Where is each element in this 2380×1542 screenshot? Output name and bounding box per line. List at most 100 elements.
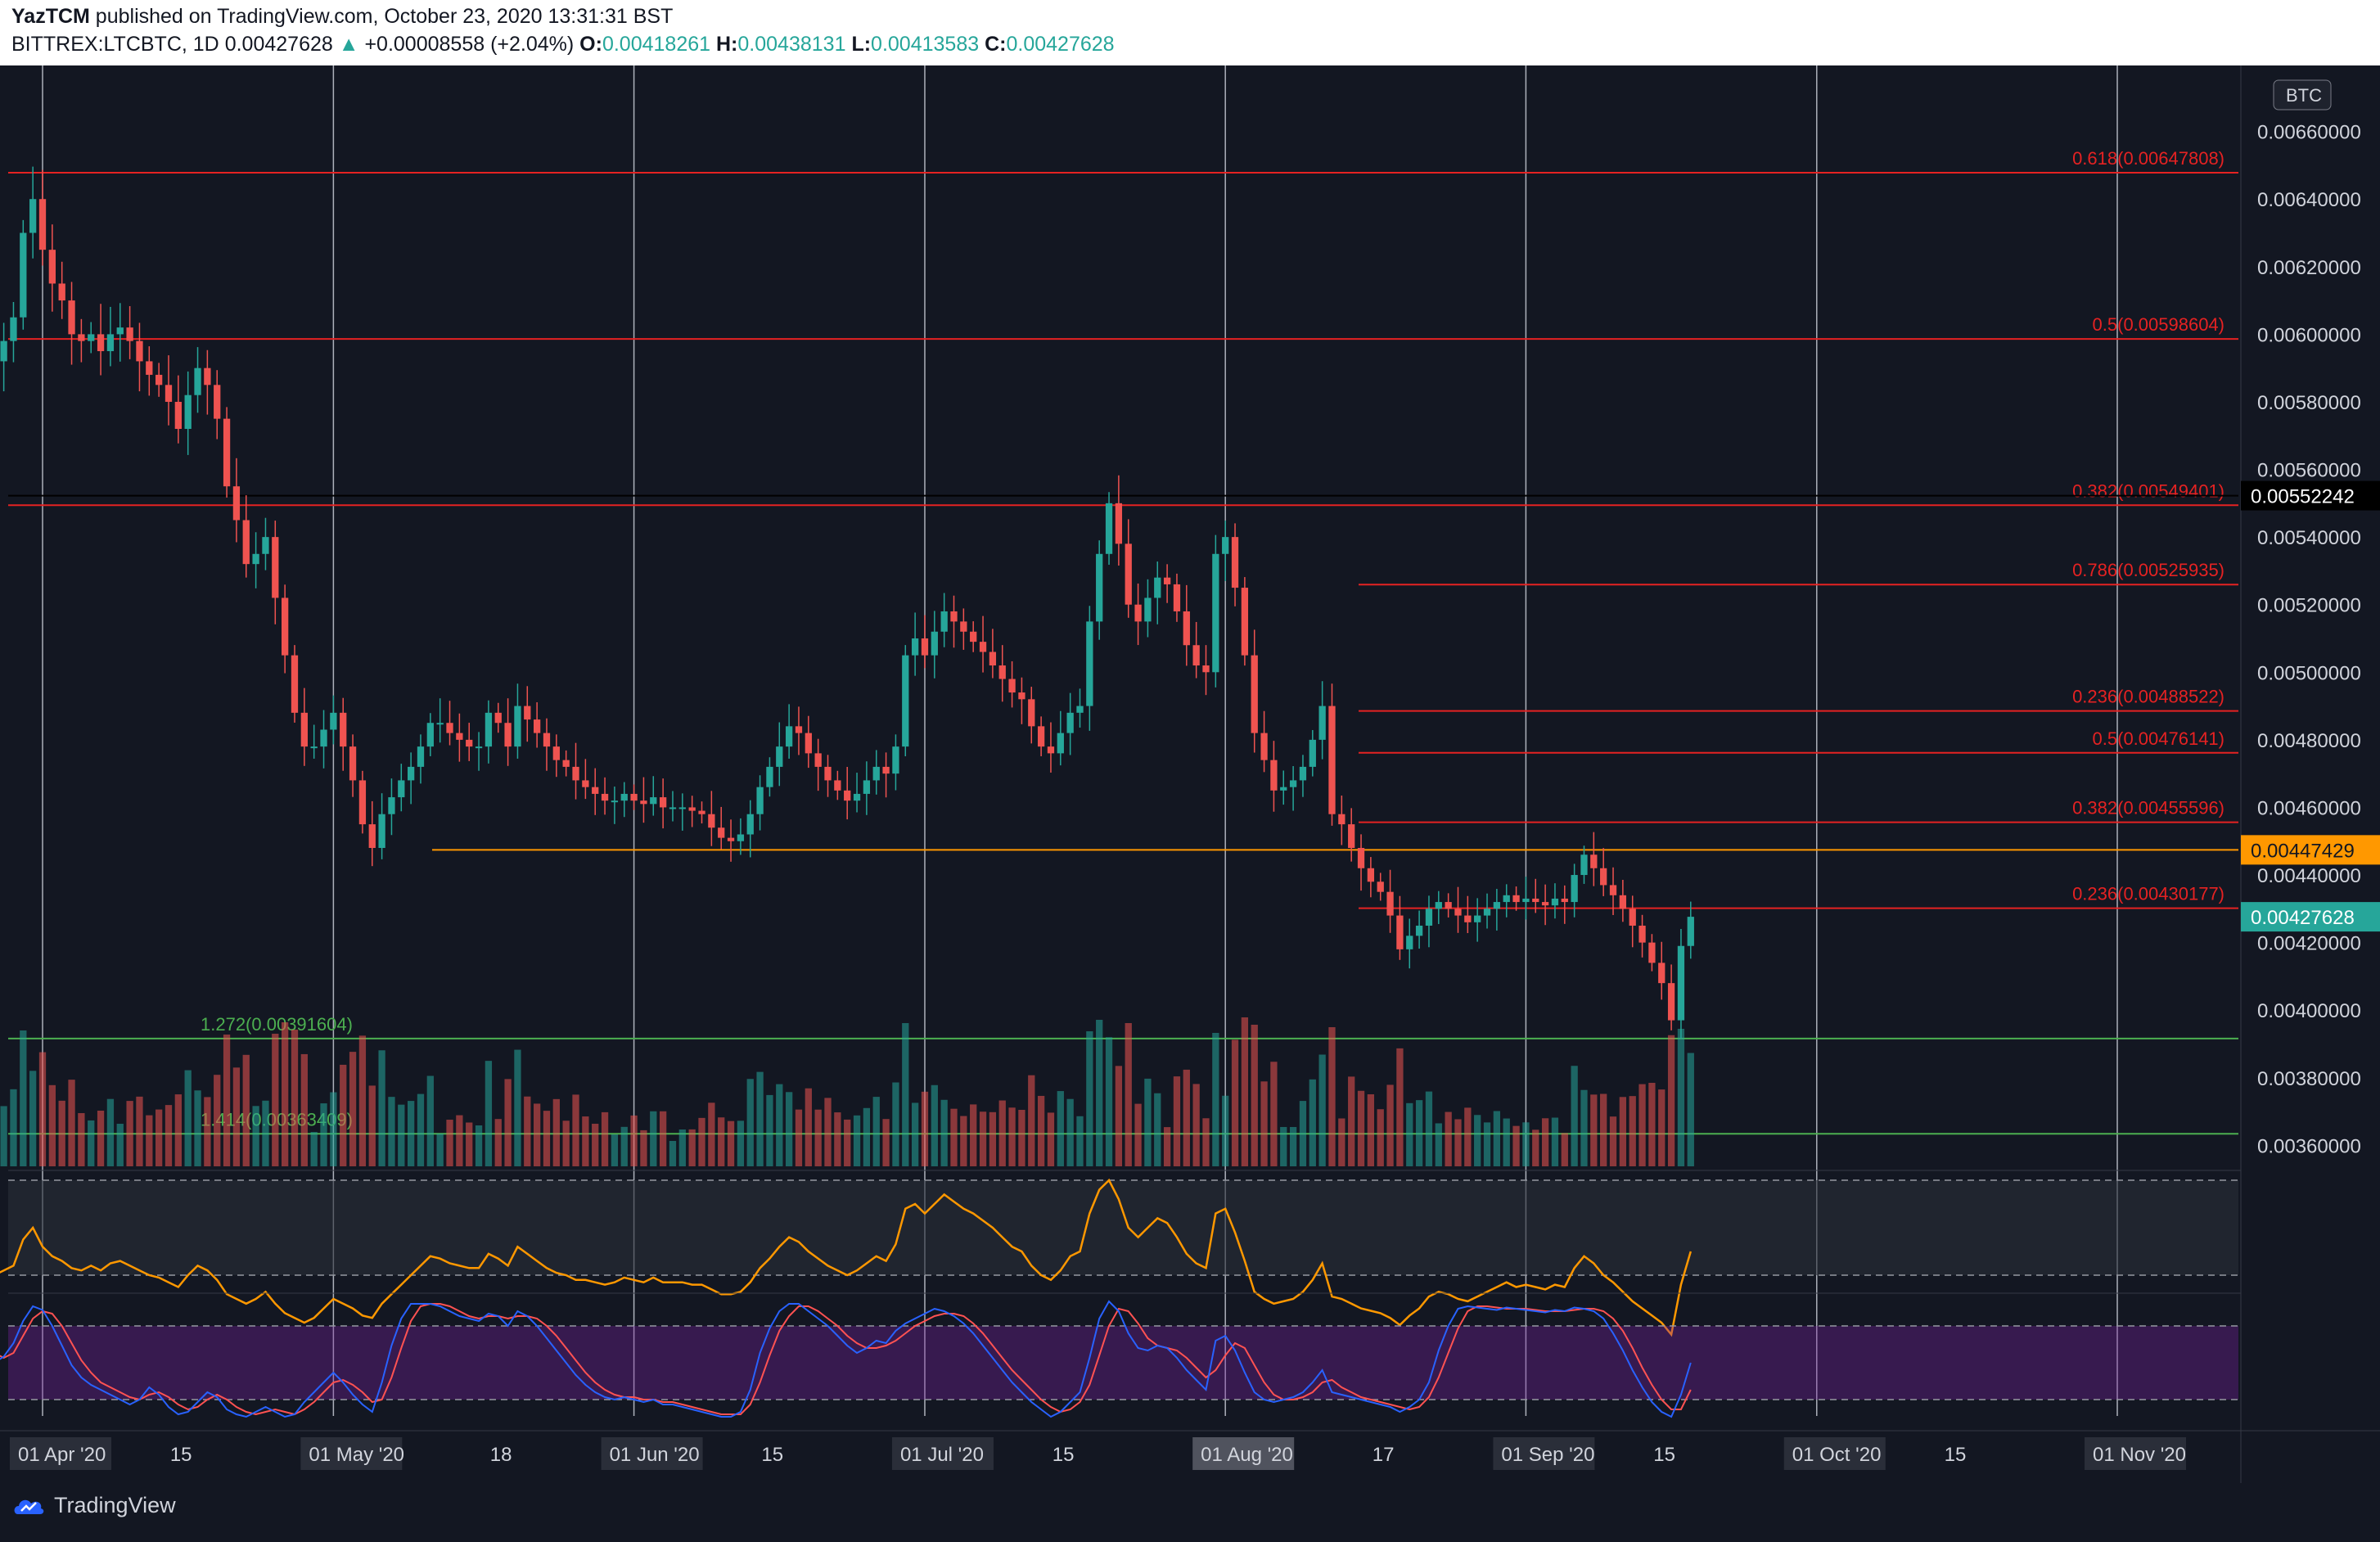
volume-bar xyxy=(310,1132,318,1166)
volume-bar xyxy=(1231,1039,1239,1166)
price-tag-label: 0.00552242 xyxy=(2251,486,2355,508)
price-chart[interactable]: 0.618(0.00647808) 0.5(0.00598604) 0.382(0.… xyxy=(0,65,2380,1483)
publish-info: YazTCM published on TradingView.com, Oct… xyxy=(11,5,673,29)
volume-bar xyxy=(1658,1089,1666,1166)
candle-body xyxy=(814,753,822,767)
volume-bar xyxy=(136,1096,143,1166)
y-tick-label: 0.00580000 xyxy=(2257,392,2361,414)
time-tick-label: 01 Jun '20 xyxy=(610,1444,700,1466)
candle-body xyxy=(1629,909,1636,926)
candle-body xyxy=(320,729,327,747)
candle-body xyxy=(1386,891,1394,916)
volume-bar xyxy=(174,1094,182,1166)
candle-body xyxy=(776,746,783,767)
candle-body xyxy=(1251,655,1258,733)
candle-body xyxy=(1144,597,1152,622)
volume-bar xyxy=(378,1050,385,1166)
currency-badge xyxy=(2273,79,2332,110)
candle-body xyxy=(475,746,483,749)
candle-body xyxy=(524,706,531,720)
candle-body xyxy=(514,706,521,747)
volume-bar xyxy=(1289,1126,1297,1166)
candle-body xyxy=(533,719,541,733)
volume-bar xyxy=(1212,1033,1219,1166)
price-axis[interactable]: 0.00660000 0.00640000 0.00620000 0.00600000… xyxy=(2240,65,2380,1483)
volume-bar xyxy=(844,1119,851,1166)
volume-bar xyxy=(58,1100,65,1166)
volume-bar xyxy=(20,1030,27,1166)
time-tick-label: 15 xyxy=(170,1444,192,1466)
candle-body xyxy=(349,746,357,781)
volume-bar xyxy=(1028,1075,1035,1166)
volume-bar xyxy=(300,1053,308,1166)
candle-body xyxy=(378,814,385,848)
candle-body xyxy=(58,283,65,301)
candle-body xyxy=(950,611,958,622)
volume-bar xyxy=(1619,1097,1627,1166)
candle-body xyxy=(116,327,124,335)
volume-bar xyxy=(756,1071,764,1166)
low-label: L: xyxy=(851,33,872,56)
stoch-d-line xyxy=(0,1303,1692,1416)
rsi-pane[interactable]: 80.0040.0050.00 xyxy=(0,1170,2331,1337)
symbol-label[interactable]: BITTREX:LTCBTC, 1D xyxy=(11,33,219,56)
volume-bar xyxy=(1493,1111,1501,1166)
time-label-bg xyxy=(2085,1437,2186,1470)
publisher-name[interactable]: YazTCM xyxy=(11,5,90,28)
volume-bar xyxy=(1454,1119,1462,1166)
volume-bar xyxy=(970,1104,977,1166)
candle-body xyxy=(970,631,977,642)
candle-body xyxy=(727,837,735,841)
volume-bar xyxy=(320,1103,327,1166)
volume-bar xyxy=(494,1119,502,1166)
candle-body xyxy=(562,760,570,767)
candle-body xyxy=(1406,936,1413,949)
candlesticks[interactable] xyxy=(0,166,1694,1039)
candle-body xyxy=(746,814,754,835)
volume-bar xyxy=(1202,1118,1210,1166)
candle-body xyxy=(388,797,395,814)
stoch-band xyxy=(8,1326,2238,1400)
volume-bar xyxy=(417,1093,425,1166)
volume-bar xyxy=(795,1109,803,1166)
volume-bar xyxy=(1348,1076,1355,1166)
candle-body xyxy=(174,401,182,429)
volume-bar xyxy=(1474,1115,1481,1166)
y-tick-label: 0.00480000 xyxy=(2257,730,2361,752)
volume-bar xyxy=(281,1022,289,1166)
volume-bar xyxy=(1328,1027,1336,1166)
y-tick-label: 0.00400000 xyxy=(2257,1000,2361,1022)
candle-body xyxy=(1522,898,1530,903)
volume-bar xyxy=(805,1088,812,1166)
tradingview-logo[interactable]: TradingView xyxy=(11,1493,176,1518)
time-label-bg xyxy=(10,1437,111,1470)
candle-body xyxy=(1318,706,1326,740)
candle-body xyxy=(1338,814,1346,825)
stoch-rsi-pane[interactable]: 100.0050.000.00 xyxy=(0,1292,2317,1436)
price-tag-bg xyxy=(2241,902,2380,932)
volume-bar xyxy=(262,1100,269,1166)
candle-body xyxy=(1309,739,1316,767)
candle-body xyxy=(1600,868,1607,886)
candle-body xyxy=(766,766,773,787)
volume-bar xyxy=(960,1116,967,1166)
volume-bar xyxy=(931,1084,938,1166)
fib-label: 0.786(0.00525935) xyxy=(2072,560,2224,580)
candle-body xyxy=(1037,726,1045,747)
candle-body xyxy=(291,655,299,713)
volume-bar xyxy=(466,1122,473,1166)
candle-body xyxy=(863,780,871,794)
volume-bar xyxy=(678,1129,686,1166)
volume-bar xyxy=(1125,1023,1132,1166)
volume-bar xyxy=(640,1129,647,1166)
candle-body xyxy=(262,537,269,554)
volume-bar xyxy=(407,1101,415,1166)
volume-bar xyxy=(1609,1116,1617,1166)
candle-body xyxy=(494,712,502,724)
volume-bar xyxy=(892,1082,899,1166)
price-tag-label: 0.00447429 xyxy=(2251,840,2355,862)
candle-body xyxy=(795,726,803,733)
time-axis[interactable]: 01 Apr '20 15 01 May '20 18 01 Jun '20 15 01 J… xyxy=(0,1430,2380,1470)
candle-body xyxy=(48,250,56,284)
time-label-bg xyxy=(300,1437,403,1470)
